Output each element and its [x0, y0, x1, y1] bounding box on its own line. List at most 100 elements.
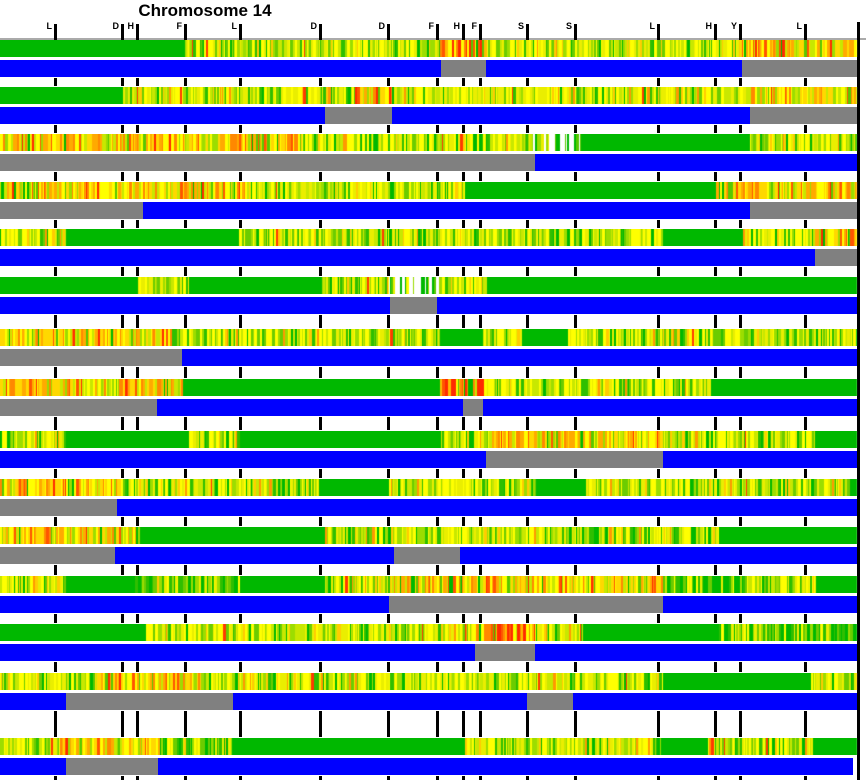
grid-tick: [479, 220, 482, 228]
grid-tick: [184, 565, 187, 575]
membership-track: [0, 499, 866, 516]
grid-tick: [479, 315, 482, 328]
grid-tick: [54, 125, 57, 133]
grid-tick: [857, 614, 860, 623]
membership-segment-gray: [486, 451, 663, 468]
axis-tick: [54, 24, 57, 40]
membership-segment-gray: [0, 154, 535, 171]
grid-tick: [136, 517, 139, 526]
grid-tick: [121, 711, 124, 737]
membership-segment-blue: [0, 249, 815, 266]
membership-segment-blue: [0, 60, 441, 77]
grid-tick: [387, 711, 390, 737]
grid-tick: [319, 662, 322, 672]
grid-tick: [436, 267, 439, 276]
membership-segment-gray: [0, 499, 117, 516]
grid-tick: [657, 614, 660, 623]
grid-tick: [121, 417, 124, 430]
grid-tick: [804, 267, 807, 276]
axis-tick-label: Y: [730, 21, 737, 31]
grid-tick: [184, 614, 187, 623]
grid-tick: [714, 469, 717, 478]
grid-tick: [574, 220, 577, 228]
grid-tick: [239, 78, 242, 86]
membership-segment-blue: [460, 547, 857, 564]
grid-tick: [479, 776, 482, 780]
grid-tick: [804, 125, 807, 133]
grid-tick: [739, 776, 742, 780]
grid-tick: [574, 662, 577, 672]
grid-tick: [714, 315, 717, 328]
membership-segment-blue: [535, 644, 857, 661]
grid-tick: [136, 220, 139, 228]
grid-tick: [479, 711, 482, 737]
grid-tick: [319, 711, 322, 737]
grid-tick: [714, 517, 717, 526]
grid-tick: [739, 711, 742, 737]
paint-track-canvas: [0, 134, 866, 151]
axis-tick-label: L: [46, 21, 53, 31]
grid-tick: [121, 662, 124, 672]
grid-tick: [387, 662, 390, 672]
membership-track: [0, 202, 866, 219]
paint-track-canvas: [0, 182, 866, 199]
paint-track-canvas: [0, 277, 866, 294]
grid-tick: [526, 267, 529, 276]
grid-tick: [387, 220, 390, 228]
grid-tick: [739, 267, 742, 276]
grid-tick: [526, 78, 529, 86]
grid-tick: [574, 776, 577, 780]
grid-tick: [121, 220, 124, 228]
grid-tick: [184, 315, 187, 328]
grid-tick: [239, 315, 242, 328]
grid-tick: [387, 315, 390, 328]
grid-tick: [857, 469, 860, 478]
grid-tick: [739, 469, 742, 478]
grid-tick: [436, 614, 439, 623]
grid-tick: [574, 517, 577, 526]
membership-segment-blue: [143, 202, 750, 219]
grid-tick: [239, 711, 242, 737]
axis-tick: [387, 24, 390, 40]
membership-track: [0, 349, 866, 366]
axis-tick: [184, 24, 187, 40]
axis-line: [0, 38, 866, 40]
grid-tick: [479, 517, 482, 526]
membership-track: [0, 693, 866, 710]
paint-track-canvas: [0, 229, 866, 246]
grid-tick: [714, 776, 717, 780]
grid-tick: [319, 417, 322, 430]
grid-tick: [714, 125, 717, 133]
grid-tick: [857, 267, 860, 276]
grid-tick: [319, 125, 322, 133]
paint-track-canvas: [0, 87, 866, 104]
grid-tick: [136, 367, 139, 378]
grid-tick: [857, 711, 860, 737]
grid-tick: [574, 711, 577, 737]
grid-tick: [804, 711, 807, 737]
paint-track-canvas: [0, 673, 866, 690]
grid-tick: [436, 469, 439, 478]
grid-tick: [136, 662, 139, 672]
grid-tick: [121, 78, 124, 86]
grid-tick: [526, 220, 529, 228]
grid-tick: [121, 125, 124, 133]
grid-tick: [54, 267, 57, 276]
grid-tick: [657, 776, 660, 780]
grid-tick: [462, 78, 465, 86]
membership-track: [0, 758, 866, 775]
axis-tick: [136, 24, 139, 40]
grid-tick: [319, 267, 322, 276]
grid-tick: [739, 78, 742, 86]
grid-tick: [857, 172, 860, 181]
grid-tick: [184, 220, 187, 228]
grid-tick: [526, 417, 529, 430]
grid-tick: [436, 517, 439, 526]
grid-tick: [436, 776, 439, 780]
grid-tick: [121, 776, 124, 780]
grid-tick: [657, 517, 660, 526]
grid-tick: [804, 517, 807, 526]
membership-segment-gray: [750, 107, 857, 124]
grid-tick: [184, 367, 187, 378]
membership-segment-blue: [0, 451, 486, 468]
